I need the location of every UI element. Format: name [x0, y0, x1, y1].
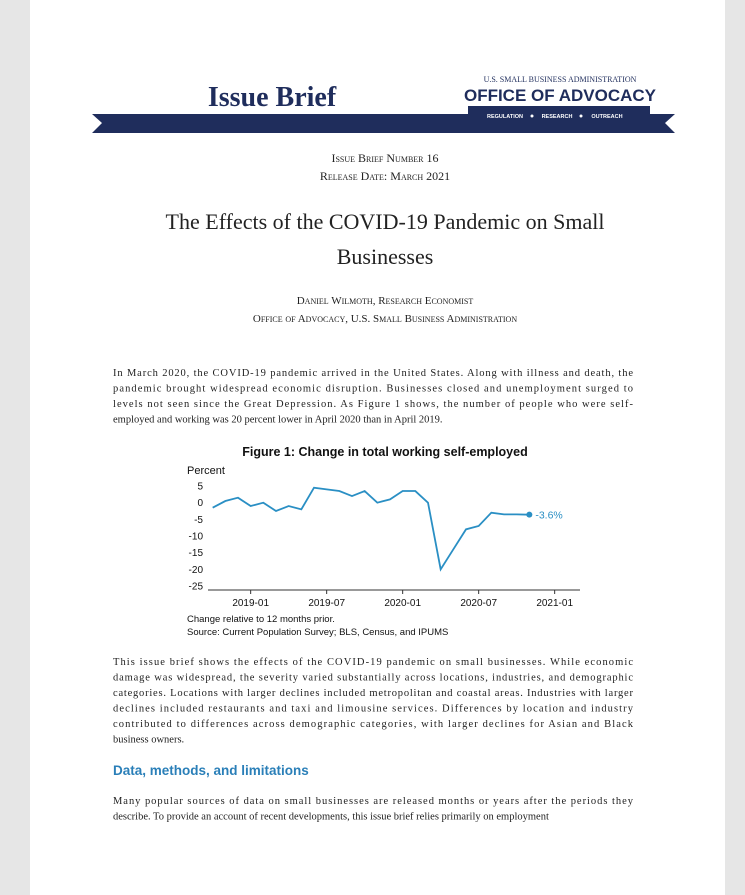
paragraph-line: In March 2020, the COVID-19 pandemic arr… — [113, 368, 633, 379]
series-line — [212, 486, 530, 572]
office-prefix: OFFICE OF — [464, 86, 555, 105]
paragraph-line: describe. To provide an account of recen… — [113, 812, 549, 823]
x-tick-label: 2019-07 — [308, 598, 345, 609]
figure-note: Change relative to 12 months prior. — [187, 614, 335, 625]
y-tick-label: 5 — [197, 482, 203, 493]
figure-note: Source: Current Population Survey; BLS, … — [187, 627, 448, 638]
paragraph-line: damage was widespread, the severity vari… — [113, 673, 633, 684]
paragraph-line: levels not seen since the Great Depressi… — [113, 399, 633, 410]
paragraph-line: This issue brief shows the effects of th… — [113, 657, 633, 668]
y-tick-label: -25 — [189, 581, 204, 592]
y-tick-label: -20 — [189, 565, 204, 576]
author: Daniel Wilmoth, Research Economist — [297, 295, 474, 307]
bullet — [530, 114, 534, 118]
end-point — [526, 511, 533, 518]
data-label: -3.6% — [535, 510, 562, 522]
release-date: Release Date: March 2021 — [320, 169, 450, 183]
y-axis-label: Percent — [187, 465, 225, 477]
author: Office of Advocacy, U.S. Small Business … — [253, 313, 517, 325]
paragraph-line: declines included restaurants and taxi a… — [113, 704, 634, 715]
y-tick-label: 0 — [197, 498, 203, 509]
tagline-item: REGULATION — [487, 114, 523, 120]
paragraph-line: Many popular sources of data on small bu… — [113, 796, 634, 807]
doc-title: The Effects of the COVID-19 Pandemic on … — [166, 209, 605, 234]
paragraph-line: business owners. — [113, 735, 184, 746]
tagline-box — [468, 106, 650, 133]
paper — [30, 0, 725, 895]
office-name: ADVOCACY — [559, 86, 657, 105]
paragraph-line: employed and working was 20 percent lowe… — [113, 415, 443, 426]
paragraph-line: contributed to differences across demogr… — [113, 719, 634, 730]
issue-number: Issue Brief Number 16 — [331, 151, 438, 165]
y-tick-label: -15 — [189, 548, 204, 559]
figure-title: Figure 1: Change in total working self-e… — [242, 445, 527, 459]
agency: U.S. SMALL BUSINESS ADMINISTRATION — [484, 75, 637, 84]
x-tick-label: 2020-01 — [384, 598, 421, 609]
x-tick-label: 2020-07 — [460, 598, 497, 609]
office: OFFICE OF ADVOCACY — [464, 86, 657, 105]
brief-title: Issue Brief — [208, 82, 337, 113]
bullet — [579, 114, 583, 118]
tagline: REGULATION RESEARCH OUTREACH — [487, 114, 623, 120]
x-tick-label: 2019-01 — [232, 598, 269, 609]
paragraph-line: categories. Locations with larger declin… — [113, 688, 634, 699]
tagline-item: RESEARCH — [542, 114, 573, 120]
section-heading: Data, methods, and limitations — [113, 763, 309, 778]
x-tick-label: 2021-01 — [536, 598, 573, 609]
doc-title: Businesses — [337, 244, 434, 269]
paragraph-line: pandemic brought widespread economic dis… — [113, 384, 633, 395]
tagline-item: OUTREACH — [591, 114, 622, 120]
y-tick-label: -5 — [194, 515, 203, 526]
y-tick-label: -10 — [189, 532, 204, 543]
